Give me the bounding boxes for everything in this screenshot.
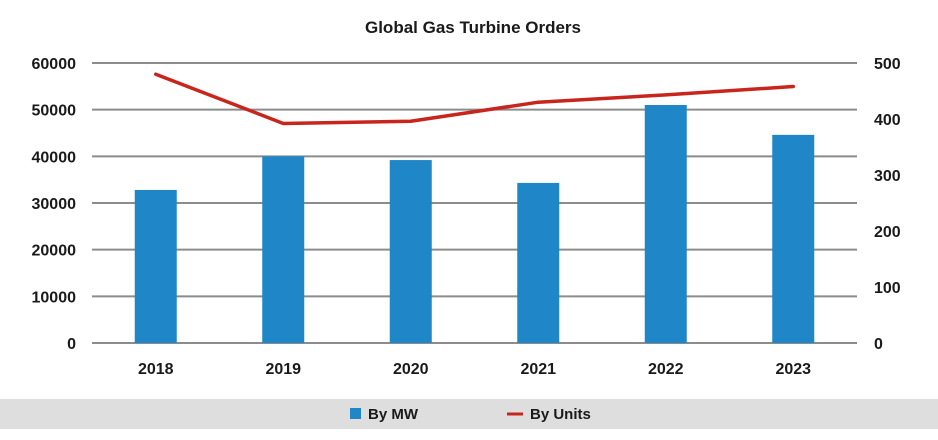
units-line xyxy=(154,72,795,126)
left-tick-label: 50000 xyxy=(32,103,77,120)
x-tick-label-2019: 2019 xyxy=(265,361,301,378)
x-tick-label-2022: 2022 xyxy=(648,361,684,378)
right-tick-label: 200 xyxy=(874,224,901,241)
right-tick-label: 0 xyxy=(874,336,883,353)
legend-band xyxy=(0,399,938,429)
x-tick-label-2021: 2021 xyxy=(520,361,556,378)
left-tick-label: 60000 xyxy=(32,56,77,73)
x-tick-label-2023: 2023 xyxy=(775,361,811,378)
bar-2021 xyxy=(517,182,560,343)
right-tick-label: 100 xyxy=(874,280,901,297)
legend-bar-label: By MW xyxy=(368,406,419,423)
x-tick-label-2020: 2020 xyxy=(393,361,429,378)
right-tick-label: 500 xyxy=(874,56,901,73)
bar-2020 xyxy=(389,160,432,343)
legend-line-label: By Units xyxy=(530,406,591,423)
x-axis: 2018 2019 2020 2021 2022 2023 xyxy=(138,361,811,378)
left-tick-label: 30000 xyxy=(32,196,77,213)
bar-2023 xyxy=(772,134,815,343)
legend-bar-swatch xyxy=(350,408,361,419)
right-tick-label: 300 xyxy=(874,168,901,185)
bar-series xyxy=(134,105,815,343)
right-tick-label: 400 xyxy=(874,112,901,129)
chart-title: Global Gas Turbine Orders xyxy=(365,18,581,37)
left-tick-label: 20000 xyxy=(32,243,77,260)
bar-2018 xyxy=(134,189,177,343)
left-tick-label: 10000 xyxy=(32,289,77,306)
x-tick-label-2018: 2018 xyxy=(138,361,174,378)
left-axis: 0 10000 20000 30000 40000 50000 60000 xyxy=(32,56,77,353)
right-axis: 0 100 200 300 400 500 xyxy=(874,56,901,353)
legend: By MW By Units xyxy=(0,399,938,429)
bar-2022 xyxy=(644,105,687,343)
line-series xyxy=(154,72,795,126)
left-tick-label: 40000 xyxy=(32,149,77,166)
left-tick-label: 0 xyxy=(67,336,76,353)
grid-layer xyxy=(92,62,857,344)
bar-2019 xyxy=(262,156,305,343)
